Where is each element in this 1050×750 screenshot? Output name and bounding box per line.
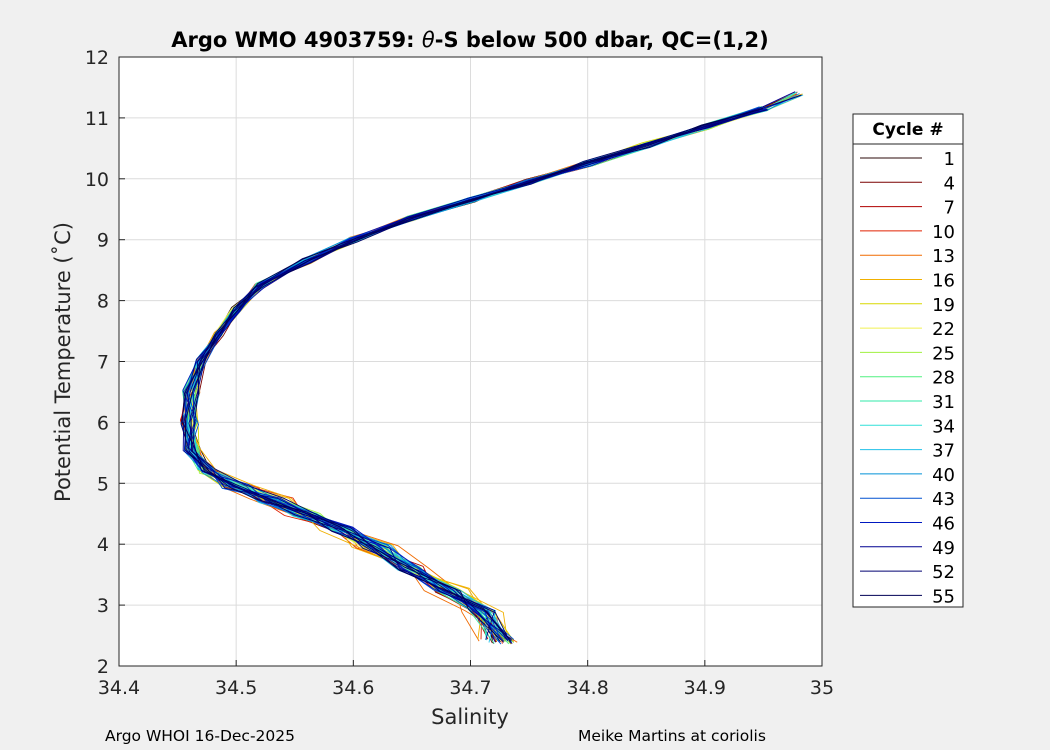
y-tick-label: 6: [97, 412, 109, 434]
x-tick-label: 34.5: [215, 677, 257, 699]
cycle-line: [185, 109, 760, 642]
legend-entry-label: 19: [932, 295, 955, 316]
legend-entry-label: 28: [932, 368, 955, 389]
x-tick-label: 35: [810, 677, 834, 699]
x-tick-label: 34.6: [332, 677, 374, 699]
y-tick-label: 12: [85, 47, 109, 69]
legend-entry-label: 46: [932, 514, 955, 535]
y-tick-label: 4: [97, 534, 109, 556]
y-tick-label: 7: [97, 352, 109, 374]
y-tick-label: 5: [97, 473, 109, 495]
x-tick-label: 34.9: [684, 677, 726, 699]
legend-entry-label: 25: [932, 343, 955, 364]
legend: Cycle # 1 4 7 10 13 16 19 22 25 28 31 34 37 40 43 46 49 5…: [852, 113, 964, 608]
y-axis-label: Potential Temperature (˚C): [51, 222, 75, 502]
legend-entry-label: 43: [932, 489, 955, 510]
x-tick-label: 34.8: [567, 677, 609, 699]
legend-entry-label: 7: [944, 198, 955, 219]
legend-entry-label: 55: [932, 586, 955, 607]
legend-entry-label: 13: [932, 246, 955, 267]
y-tick-label: 2: [97, 656, 109, 678]
y-tick-label: 10: [85, 169, 109, 191]
y-tick-label: 3: [97, 595, 109, 617]
x-tick-label: 34.4: [98, 677, 140, 699]
legend-box: [852, 113, 964, 608]
legend-entry-label: 1: [944, 149, 955, 170]
legend-entry-label: 40: [932, 465, 955, 486]
legend-title: Cycle #: [872, 120, 943, 140]
legend-entry-label: 52: [932, 562, 955, 583]
y-tick-label: 11: [85, 108, 109, 130]
y-tick-label: 9: [97, 230, 109, 252]
data-lines: [179, 91, 804, 645]
y-tick-label: 8: [97, 291, 109, 313]
footer-right: Meike Martins at coriolis: [578, 727, 766, 745]
legend-entry-label: 16: [932, 271, 955, 292]
legend-entry-label: 4: [944, 173, 955, 194]
footer-left: Argo WHOI 16-Dec-2025: [105, 727, 295, 745]
legend-entry-label: 49: [932, 538, 955, 559]
x-tick-label: 34.7: [449, 677, 491, 699]
legend-entry-label: 10: [932, 222, 955, 243]
chart-title: Argo WMO 4903759: θ-S below 500 dbar, QC…: [171, 28, 768, 52]
x-axis-label: Salinity: [431, 705, 509, 729]
legend-entry-label: 34: [932, 416, 955, 437]
legend-entry-label: 22: [932, 319, 955, 340]
legend-entry-label: 37: [932, 441, 955, 462]
legend-entry-label: 31: [932, 392, 955, 413]
cycle-line: [186, 109, 769, 640]
tick-labels: 34.4 34.5 34.6 34.7 34.8 34.9 35 2 3 4 5 6 7 8 9 10 11 12: [85, 47, 834, 699]
